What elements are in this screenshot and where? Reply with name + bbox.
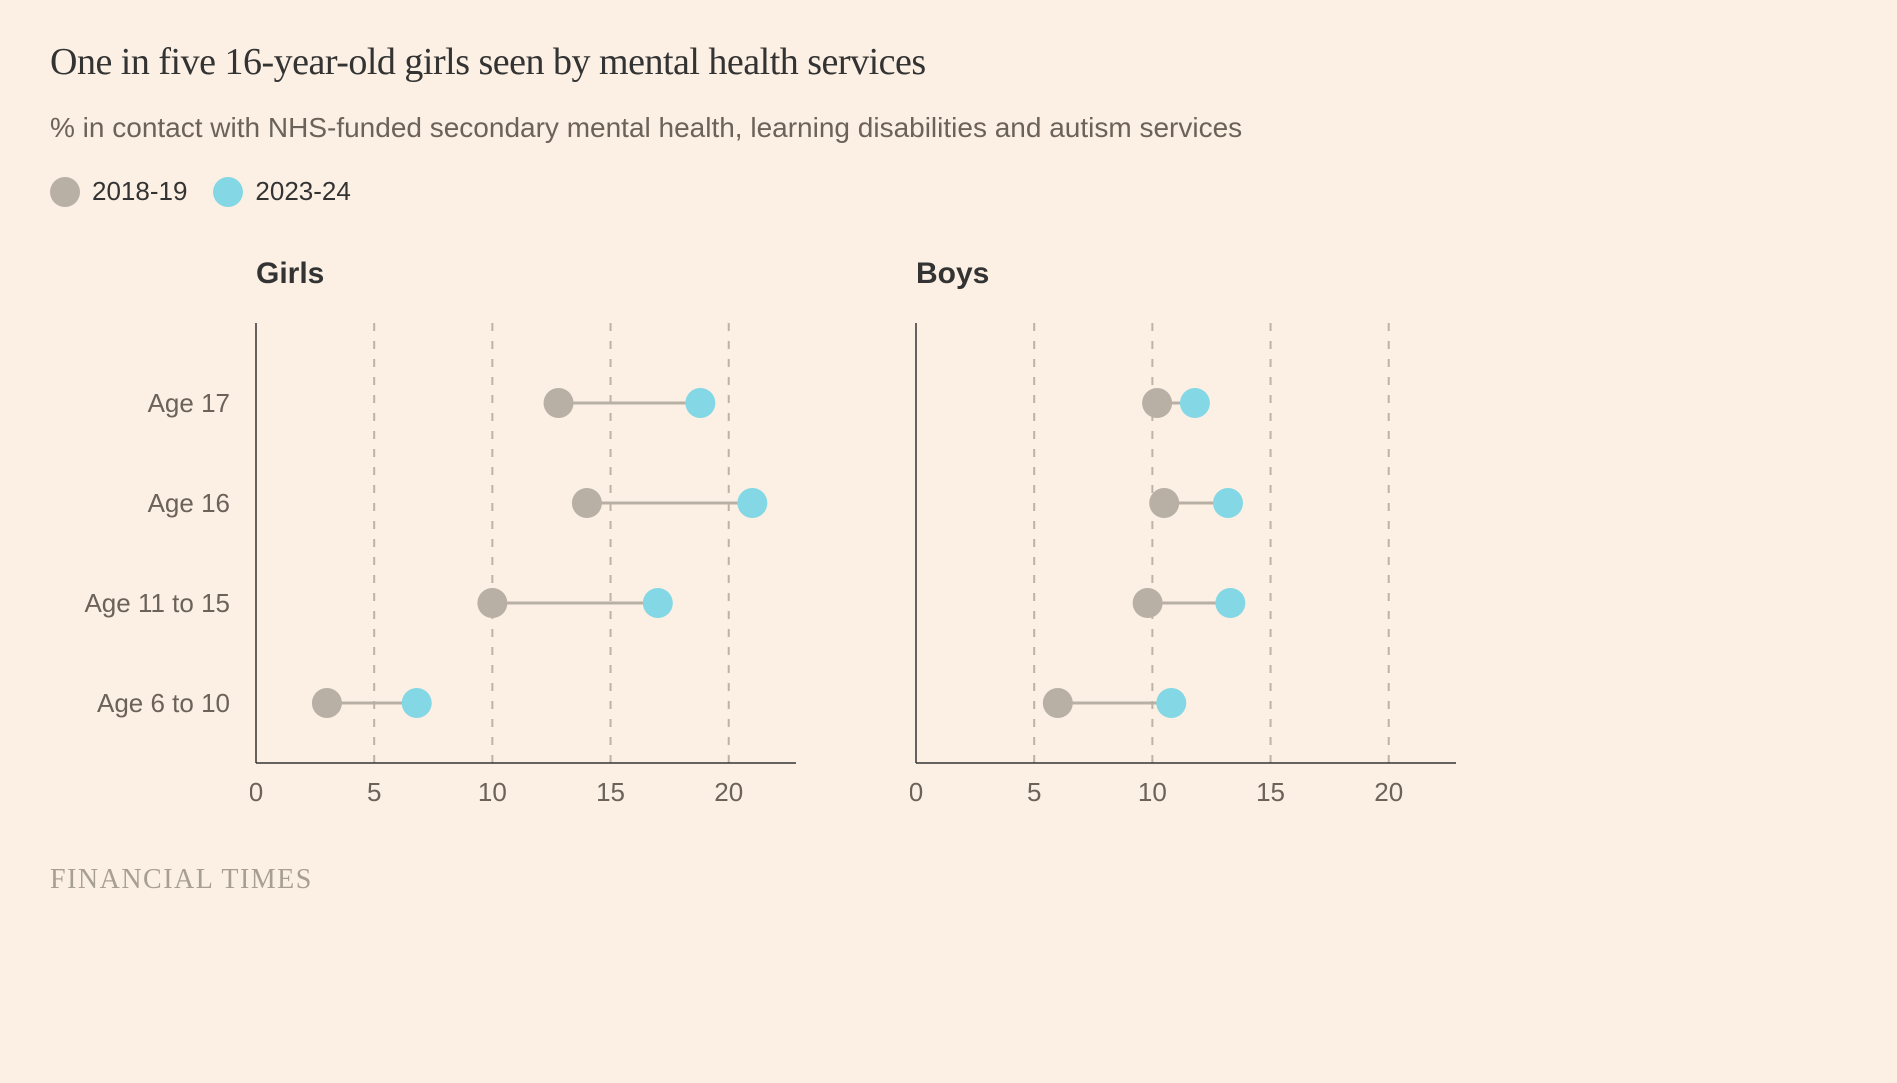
- x-tick-label: 10: [478, 777, 507, 807]
- x-tick-label: 20: [714, 777, 743, 807]
- data-point-2018-19: [477, 588, 507, 618]
- x-tick-label: 5: [1027, 777, 1041, 807]
- data-point-2023-24: [643, 588, 673, 618]
- dumbbell-chart: 0 5 10 15 20: [910, 323, 1470, 823]
- data-point-2018-19: [544, 388, 574, 418]
- data-point-2018-19: [572, 488, 602, 518]
- panel-title: Boys: [916, 257, 1470, 293]
- x-tick-label: 10: [1138, 777, 1167, 807]
- data-point-2023-24: [1180, 388, 1210, 418]
- data-point-2018-19: [1043, 688, 1073, 718]
- x-tick-label: 15: [596, 777, 625, 807]
- chart-panel: Girls 0 5 10 15 20: [250, 257, 810, 828]
- y-axis-label: Age 11 to 15: [60, 553, 230, 653]
- y-axis-labels: Age 17Age 16Age 11 to 15Age 6 to 10: [60, 257, 250, 753]
- chart-subtitle: % in contact with NHS-funded secondary m…: [50, 112, 1847, 144]
- data-point-2018-19: [1142, 388, 1172, 418]
- y-axis-label: Age 6 to 10: [60, 653, 230, 753]
- x-tick-label: 20: [1374, 777, 1403, 807]
- x-tick-label: 5: [367, 777, 381, 807]
- legend: 2018-19 2023-24: [50, 176, 1847, 207]
- legend-dot: [50, 177, 80, 207]
- chart-panels: Age 17Age 16Age 11 to 15Age 6 to 10Girls…: [60, 257, 1847, 828]
- data-point-2023-24: [737, 488, 767, 518]
- source-credit: FINANCIAL TIMES: [50, 864, 1847, 896]
- panel-title: Girls: [256, 257, 810, 293]
- x-tick-label: 15: [1256, 777, 1285, 807]
- data-point-2023-24: [1156, 688, 1186, 718]
- y-axis-label: Age 16: [60, 453, 230, 553]
- data-point-2023-24: [685, 388, 715, 418]
- dumbbell-chart: 0 5 10 15 20: [250, 323, 810, 823]
- data-point-2023-24: [402, 688, 432, 718]
- data-point-2023-24: [1215, 588, 1245, 618]
- legend-label: 2018-19: [92, 176, 187, 207]
- legend-label: 2023-24: [255, 176, 350, 207]
- chart-panel: Boys 0 5 10 15 20: [910, 257, 1470, 828]
- data-point-2018-19: [312, 688, 342, 718]
- data-point-2018-19: [1149, 488, 1179, 518]
- legend-dot: [213, 177, 243, 207]
- data-point-2018-19: [1133, 588, 1163, 618]
- data-point-2023-24: [1213, 488, 1243, 518]
- chart-title: One in five 16-year-old girls seen by me…: [50, 40, 1847, 84]
- x-tick-label: 0: [910, 777, 923, 807]
- y-axis-label: Age 17: [60, 353, 230, 453]
- x-tick-label: 0: [250, 777, 263, 807]
